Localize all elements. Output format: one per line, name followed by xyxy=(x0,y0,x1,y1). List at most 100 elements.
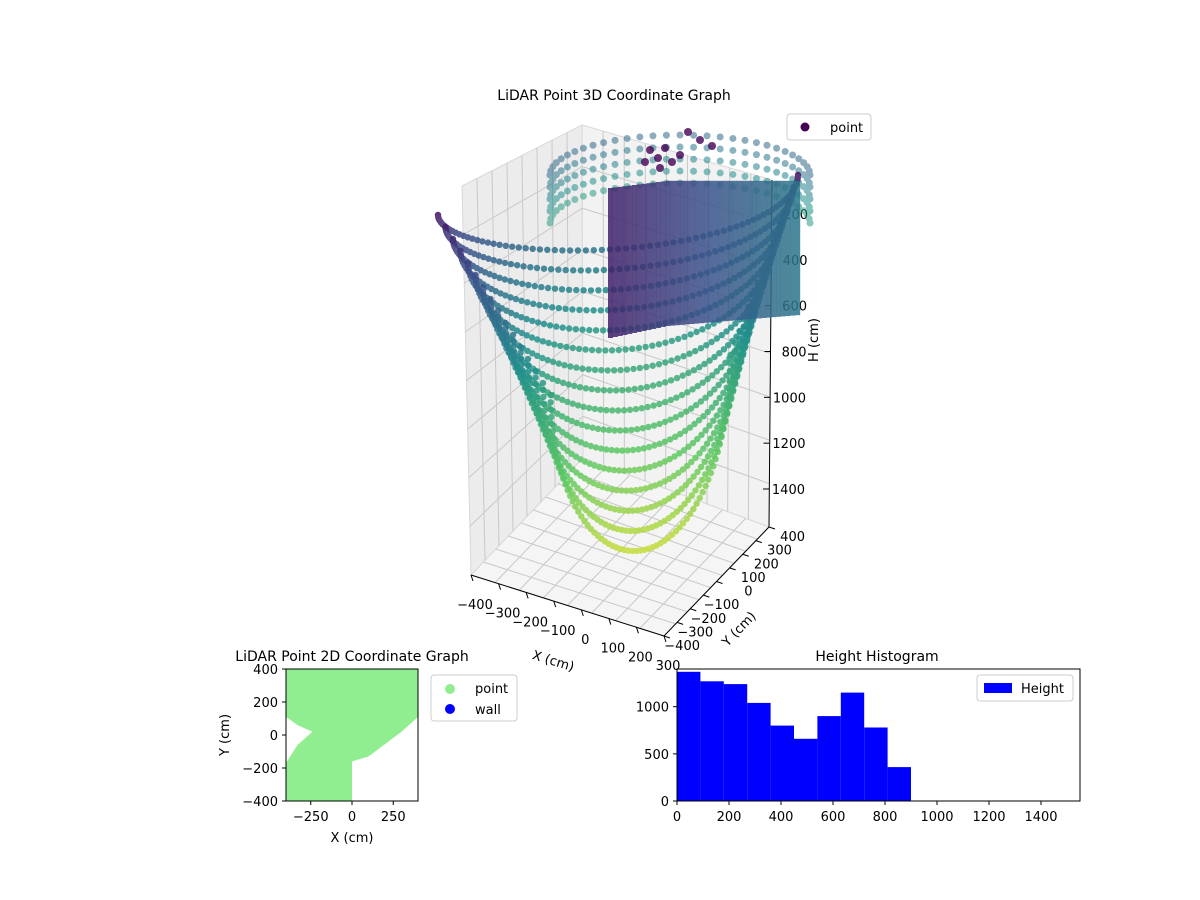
cloud-point xyxy=(469,235,476,242)
cloud-point xyxy=(674,355,681,362)
cloud-point xyxy=(695,482,703,489)
cloud-point xyxy=(690,473,697,480)
cloud-point xyxy=(649,382,657,389)
cloud-point xyxy=(571,171,579,179)
cloud-point xyxy=(557,203,565,211)
cloud-point xyxy=(654,154,662,162)
cloud-point xyxy=(588,346,596,354)
cloud-point xyxy=(605,426,613,434)
cloud-point xyxy=(495,317,502,324)
cloud-point xyxy=(562,266,569,274)
cloud-point xyxy=(600,175,608,183)
x-tick-label-2d: 250 xyxy=(381,810,406,825)
cloud-point xyxy=(579,168,587,176)
cloud-point xyxy=(672,414,679,421)
cloud-point xyxy=(705,476,712,483)
x-tick-label-3d: −200 xyxy=(512,615,548,630)
z-axis-label-3d: H (cm) xyxy=(807,318,822,362)
cloud-point xyxy=(708,404,716,411)
cloud-point xyxy=(741,136,749,144)
cloud-point xyxy=(529,245,536,252)
cloud-point xyxy=(636,169,644,177)
cloud-point xyxy=(712,399,720,407)
histogram-bar xyxy=(723,684,748,801)
cloud-point xyxy=(496,241,503,248)
cloud-point xyxy=(668,357,675,364)
x-tick-label-hist: 1000 xyxy=(920,810,953,825)
cloud-point xyxy=(604,367,611,374)
cloud-point xyxy=(729,170,737,178)
x-axis-label-3d: X (cm) xyxy=(530,648,576,675)
cloud-point xyxy=(722,410,730,417)
chart-2d-title: LiDAR Point 2D Coordinate Graph xyxy=(235,649,468,665)
cloud-point xyxy=(623,134,631,142)
cloud-point xyxy=(586,326,593,334)
cloud-point xyxy=(698,431,705,438)
cloud-point xyxy=(490,257,497,264)
cloud-point xyxy=(586,404,593,412)
cloud-point xyxy=(672,433,679,440)
cloud-point xyxy=(719,377,726,384)
wall-strip xyxy=(708,180,714,323)
cloud-point xyxy=(718,331,725,339)
y-tick-label-2d: −400 xyxy=(242,795,278,810)
cloud-point xyxy=(587,287,595,294)
x-tick-3d xyxy=(608,618,612,625)
cloud-point xyxy=(692,454,699,461)
cloud-point xyxy=(695,417,703,424)
cloud-point xyxy=(688,492,696,499)
x-tick-label-3d: 0 xyxy=(581,633,589,648)
cloud-point xyxy=(800,195,808,203)
cloud-point xyxy=(534,400,542,407)
cloud-point xyxy=(624,447,631,454)
y-tick-label-2d: 400 xyxy=(253,663,278,678)
cloud-point xyxy=(549,358,557,366)
cloud-point xyxy=(525,368,532,375)
cloud-point xyxy=(701,360,708,368)
cloud-point xyxy=(773,156,781,164)
cloud-point xyxy=(667,416,674,423)
cloud-point xyxy=(600,151,608,159)
cloud-point xyxy=(534,352,541,359)
cloud-point xyxy=(686,510,694,518)
cloud-cluster xyxy=(641,128,716,172)
cloud-point xyxy=(525,374,533,381)
cloud-point xyxy=(529,350,536,357)
cloud-point xyxy=(533,264,541,272)
cloud-point xyxy=(613,447,621,454)
legend-hist: Height xyxy=(976,674,1074,702)
cloud-point xyxy=(600,426,607,433)
cloud-point xyxy=(579,180,587,188)
x-ticks-hist: 0 200 400 600 800 1000 1200 1400 xyxy=(673,801,1058,825)
cloud-point xyxy=(560,475,567,482)
y-tick-label-3d: 0 xyxy=(744,585,752,600)
cloud-point xyxy=(540,320,548,328)
grid-line xyxy=(468,374,584,479)
cloud-point xyxy=(635,446,642,453)
cloud-point xyxy=(611,172,619,180)
cloud-point xyxy=(712,455,719,463)
cloud-point xyxy=(580,287,587,294)
cloud-point xyxy=(718,433,725,441)
cloud-point xyxy=(727,360,734,367)
cloud-point xyxy=(601,465,608,472)
histogram-bar xyxy=(840,692,865,801)
cloud-point xyxy=(565,286,573,293)
cloud-point xyxy=(700,445,707,452)
cloud-point xyxy=(510,342,517,350)
wall-strip xyxy=(636,184,642,332)
cloud-point xyxy=(706,422,713,429)
cloud-point xyxy=(696,494,703,502)
cloud-point xyxy=(572,503,579,510)
cloud-point xyxy=(579,326,586,333)
cloud-point xyxy=(638,405,645,412)
y-tick-label-3d: 300 xyxy=(767,544,792,559)
cloud-point xyxy=(513,327,521,334)
cloud-point xyxy=(637,384,645,392)
cloud-point xyxy=(555,304,562,312)
cloud-point xyxy=(592,444,600,451)
cloud-point xyxy=(691,420,698,428)
cloud-point xyxy=(789,163,797,171)
cloud-point xyxy=(494,312,502,319)
cloud-point xyxy=(609,407,616,414)
